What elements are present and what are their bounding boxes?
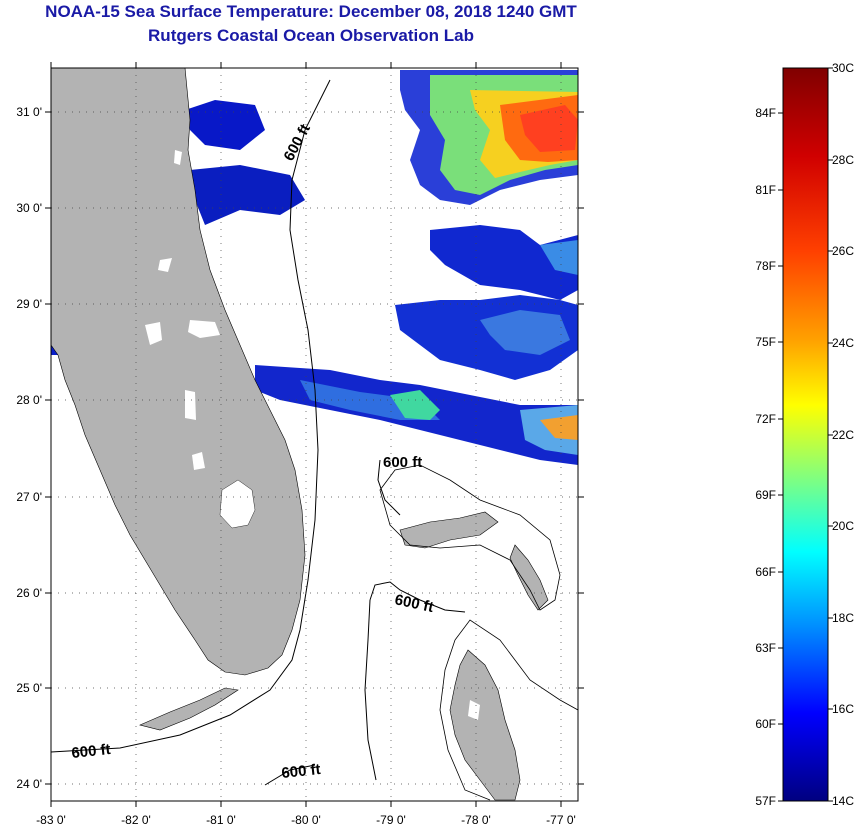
cb-f-81: 81F [755,183,776,197]
lon-tick-78: -78 0' [461,813,491,827]
lat-tick-27: 27 0' [16,490,42,504]
cb-c-14: 14C [832,794,854,808]
bathymetry-contours [51,79,466,786]
contour-label-4: 600 ft [71,741,112,762]
map-frame [50,67,579,802]
lat-tick-30: 30 0' [16,201,42,215]
lat-tick-24: 24 0' [16,777,42,791]
cb-f-57: 57F [755,794,776,808]
lon-tick-83: -83 0' [36,813,66,827]
lon-tick-81: -81 0' [206,813,236,827]
grand-bahama-land [399,511,499,549]
cb-c-24: 24C [832,336,854,350]
cb-f-60: 60F [755,717,776,731]
lon-tick-80: -80 0' [291,813,321,827]
contour-label-2: 600 ft [383,454,422,471]
lake-okeechobee [219,479,256,529]
lat-tick-28: 28 0' [16,393,42,407]
cb-f-66: 66F [755,565,776,579]
cb-c-16: 16C [832,702,854,716]
cb-c-28: 28C [832,153,854,167]
cb-c-22: 22C [832,428,854,442]
cb-c-18: 18C [832,611,854,625]
lat-tick-25: 25 0' [16,681,42,695]
contour-bahamas-north [377,459,401,516]
map-subtitle: Rutgers Coastal Ocean Observation Lab [148,26,474,45]
contour-keys [264,764,316,786]
lon-tick-79: -79 0' [376,813,406,827]
contour-bahamas-south [364,581,466,781]
andros-land [449,649,521,801]
cb-c-20: 20C [832,519,854,533]
andros-lake [468,700,480,720]
longitude-axis [50,62,562,807]
cb-c-30: 30C [832,61,854,75]
cb-c-26: 26C [832,244,854,258]
lat-tick-26: 26 0' [16,586,42,600]
colorbar-gradient [782,67,829,802]
cb-f-84: 84F [755,106,776,120]
contour-label-5: 600 ft [281,761,322,782]
colorbar-ticks [778,67,833,802]
map-title: NOAA-15 Sea Surface Temperature: Decembe… [45,2,577,21]
latitude-axis [45,111,584,785]
cb-f-72: 72F [755,412,776,426]
lat-tick-29: 29 0' [16,297,42,311]
inland-lakes [145,150,220,470]
contour-florida-east [51,79,331,753]
cb-f-75: 75F [755,335,776,349]
cb-f-63: 63F [755,641,776,655]
cb-f-78: 78F [755,259,776,273]
lat-tick-31: 31 0' [16,105,42,119]
little-bahama-bank-outline [379,464,561,611]
great-bahama-bank-outline [439,619,578,801]
sst-data-layer [51,70,578,465]
florida-keys [139,687,239,731]
cb-f-69: 69F [755,488,776,502]
lon-tick-77: -77 0' [546,813,576,827]
lon-tick-82: -82 0' [121,813,151,827]
